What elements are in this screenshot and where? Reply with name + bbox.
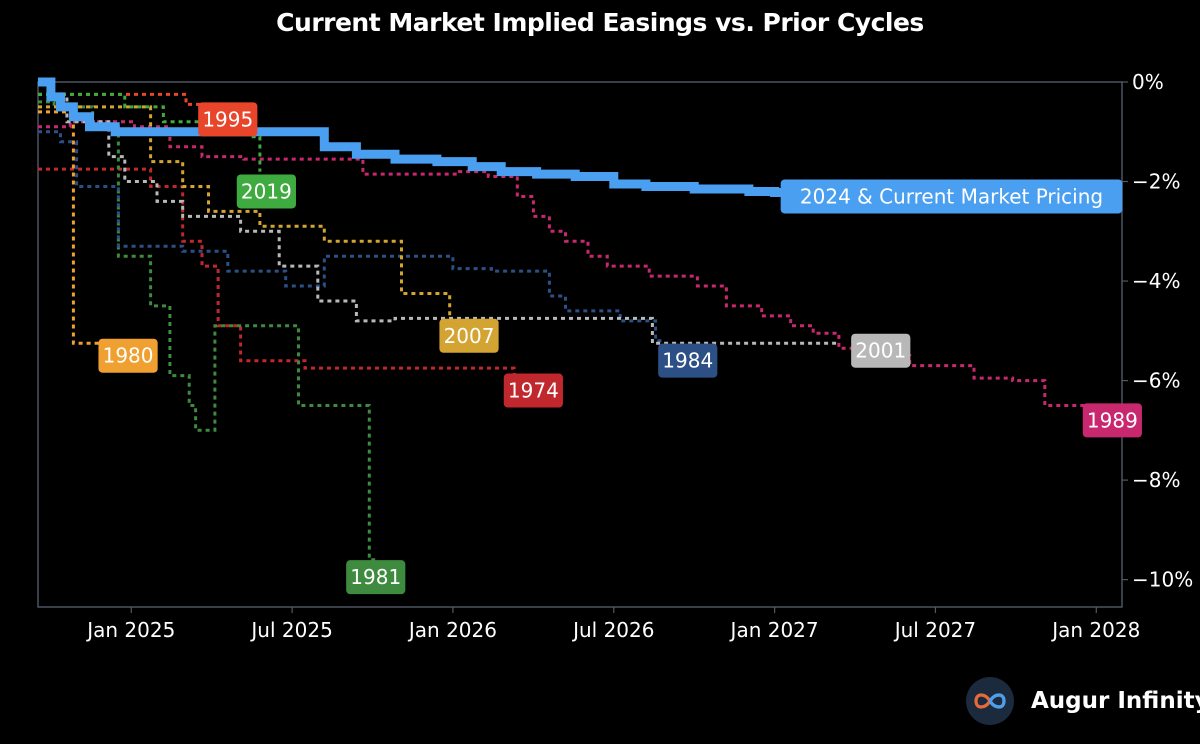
y-tick-label: −4% xyxy=(1132,269,1181,293)
x-tick-label: Jan 2028 xyxy=(1050,618,1140,642)
series-label-2007: 2007 xyxy=(439,318,499,353)
series-label-2019: 2019 xyxy=(236,174,296,209)
series-label-1989: 1989 xyxy=(1082,403,1142,438)
series-line-2019 xyxy=(38,92,262,172)
series-label-box xyxy=(346,560,406,595)
infinity-icon xyxy=(966,677,1014,725)
series-line-2001 xyxy=(38,92,839,345)
plot-area xyxy=(37,81,1123,608)
brand: Augur Infinity xyxy=(965,676,1200,726)
series-line-1974 xyxy=(38,167,516,391)
x-tick-label: Jul 2026 xyxy=(571,618,654,642)
series-label-text: 1974 xyxy=(508,379,559,403)
brand-name: Augur Infinity xyxy=(1031,688,1200,714)
series-line-1984 xyxy=(38,130,666,343)
y-tick-label: −6% xyxy=(1132,369,1181,393)
series-label-box xyxy=(98,338,158,373)
label-layer: 1974 1980 1981 1984 1989 1995 2001 2007 2019 2024… xyxy=(98,102,1142,595)
series-label-text: 1981 xyxy=(350,565,401,589)
series-label-box xyxy=(236,174,296,209)
series-label-2024-current-market-pricing: 2024 & Current Market Pricing xyxy=(780,179,1123,214)
series-label-1984: 1984 xyxy=(658,343,718,378)
series-line-1989 xyxy=(38,120,1098,416)
chart-title: Current Market Implied Easings vs. Prior… xyxy=(276,8,924,37)
series-label-box xyxy=(851,333,911,368)
x-tick-label: Jul 2027 xyxy=(893,618,976,642)
series-label-box xyxy=(503,373,563,408)
series-label-text: 1995 xyxy=(202,107,253,131)
series-label-1980: 1980 xyxy=(98,338,158,373)
axis-layer: 0% −2% −4% −6% −8% −10% Jan 2025 Jul 2025 Jan 20… xyxy=(85,70,1193,642)
series-label-box xyxy=(439,318,499,353)
y-tick-label: −2% xyxy=(1132,170,1181,194)
x-tick-label: Jan 2025 xyxy=(85,618,175,642)
series-label-box xyxy=(780,179,1123,214)
y-tick-label: −10% xyxy=(1132,568,1193,592)
series-label-text: 1989 xyxy=(1087,408,1138,432)
series-label-1974: 1974 xyxy=(503,373,563,408)
series-label-1981: 1981 xyxy=(346,560,406,595)
series-label-text: 2001 xyxy=(855,339,906,363)
series-label-2001: 2001 xyxy=(851,333,911,368)
series-label-box xyxy=(1082,403,1142,438)
series-label-text: 2007 xyxy=(444,324,495,348)
series-line-2007 xyxy=(38,105,452,321)
series-layer xyxy=(38,77,1098,562)
x-tick-label: Jan 2026 xyxy=(407,618,497,642)
series-line-2024-current-market-pricing xyxy=(38,77,812,197)
y-tick-label: 0% xyxy=(1132,70,1164,94)
x-tick-label: Jan 2027 xyxy=(729,618,819,642)
series-label-text: 1984 xyxy=(662,349,713,373)
series-label-1995: 1995 xyxy=(198,102,258,137)
series-label-text: 1980 xyxy=(103,344,154,368)
series-label-text: 2019 xyxy=(241,179,292,203)
series-label-text: 2024 & Current Market Pricing xyxy=(800,184,1103,208)
x-tick-label: Jul 2025 xyxy=(249,618,332,642)
y-tick-label: −8% xyxy=(1132,468,1181,492)
series-label-box xyxy=(658,343,718,378)
series-label-box xyxy=(198,102,258,137)
